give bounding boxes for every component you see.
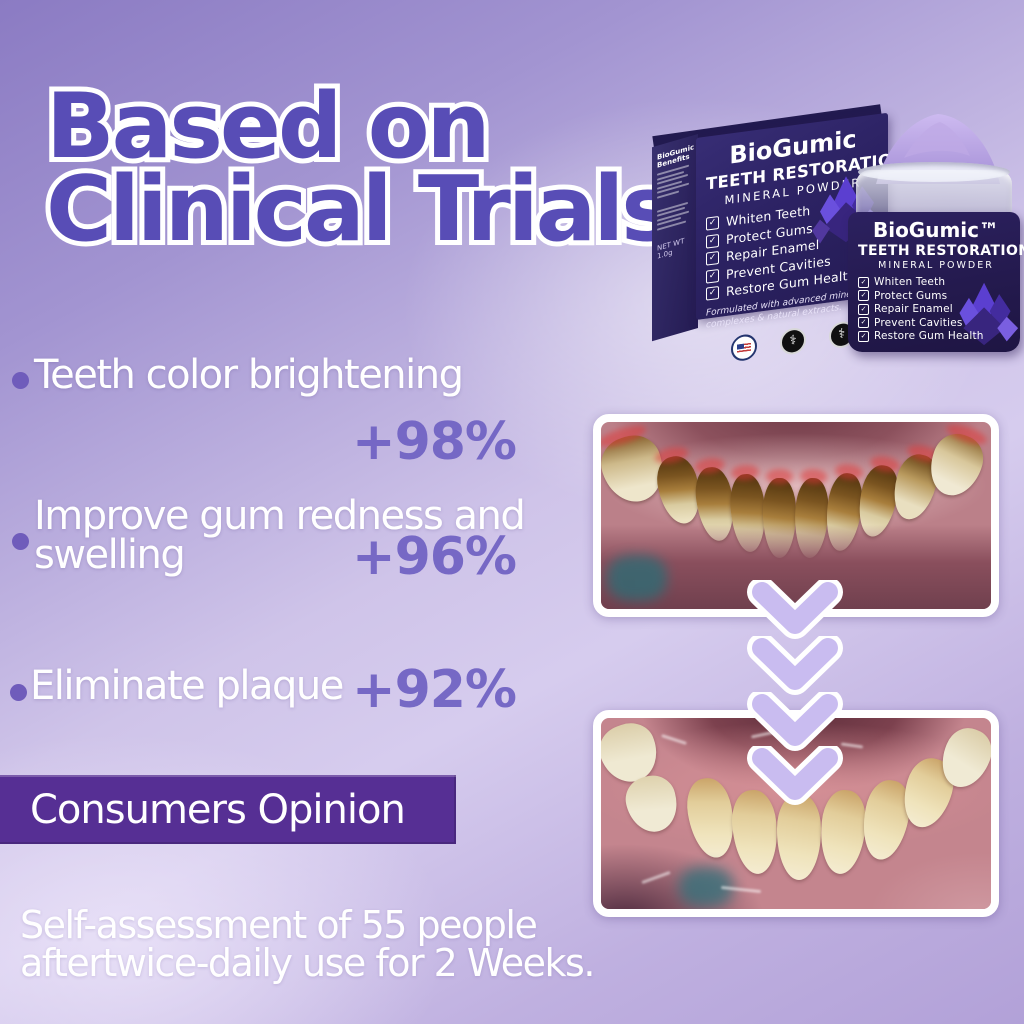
crystal-icon [959, 282, 1019, 346]
product-jar: BioGumic™ TEETH RESTORATION MINERAL POWD… [846, 108, 1024, 353]
footnote-line-1: Self-assessment of 55 people [20, 903, 538, 947]
checkbox-checked-icon [706, 286, 719, 302]
before-photo [593, 414, 999, 617]
checkbox-checked-icon [858, 276, 869, 288]
down-chevron-icon [747, 746, 843, 805]
banner-label: Consumers Opinion [30, 786, 406, 833]
checkbox-checked-icon [858, 290, 869, 302]
checkbox-checked-icon [858, 330, 869, 342]
down-chevron-icon [747, 636, 843, 695]
bullet-dot [12, 372, 29, 389]
benefit-item: Repair Enamel [858, 303, 1014, 315]
checkbox-checked-icon [858, 303, 869, 315]
bullet-dot [12, 533, 29, 550]
box-net-weight: NET WT 1.0g [657, 236, 685, 261]
checkbox-checked-icon [706, 268, 719, 284]
checkbox-checked-icon [706, 215, 719, 231]
stat-label-gum-redness: Improve gum redness and swelling [34, 493, 526, 579]
brand-logo: BioGumic™ [872, 218, 1000, 242]
shadow-patch [607, 555, 667, 601]
checkbox-checked-icon [858, 317, 869, 329]
jar-product-title: TEETH RESTORATION [858, 243, 1024, 259]
checkbox-checked-icon [706, 233, 719, 249]
benefit-item: Protect Gums [858, 290, 1014, 302]
jar-benefits-list: Whiten Teeth Protect Gums Repair Enamel … [858, 276, 1014, 342]
usa-flag-seal-icon [731, 332, 758, 363]
benefit-item: Whiten Teeth [858, 276, 1014, 288]
caduceus-seal-icon [779, 326, 806, 356]
bullet-dot [10, 684, 27, 701]
stat-label-brightening: Teeth color brightening [34, 352, 464, 398]
footnote: Self-assessment of 55 people aftertwice-… [20, 903, 595, 985]
down-chevron-icon [747, 692, 843, 751]
headline-line-1: Based on [46, 82, 672, 172]
jar-label: BioGumic™ TEETH RESTORATION MINERAL POWD… [848, 212, 1024, 352]
benefit-item: Restore Gum Health [858, 330, 1014, 342]
stat-label-plaque: Eliminate plaque [30, 663, 344, 709]
checkbox-checked-icon [706, 251, 719, 266]
headline: Based on Clinical Trials [46, 82, 675, 255]
jar-product-subtitle: MINERAL POWDER [878, 260, 994, 271]
down-chevron-icon [747, 580, 843, 639]
before-after-arrows [744, 580, 846, 820]
headline-line-2: Clinical Trials [46, 164, 675, 254]
benefit-item: Prevent Cavities [858, 317, 1014, 329]
stat-value-plaque: +92% [352, 660, 517, 720]
consumers-opinion-banner: Consumers Opinion [0, 775, 456, 844]
stat-value-brightening: +98% [352, 412, 517, 472]
stat-value-gum-redness: +96% [352, 527, 517, 587]
box-side-panel: BioGumic Benefits NET WT 1.0g [652, 134, 698, 342]
footnote-line-2: aftertwice-daily use for 2 Weeks. [20, 941, 595, 985]
